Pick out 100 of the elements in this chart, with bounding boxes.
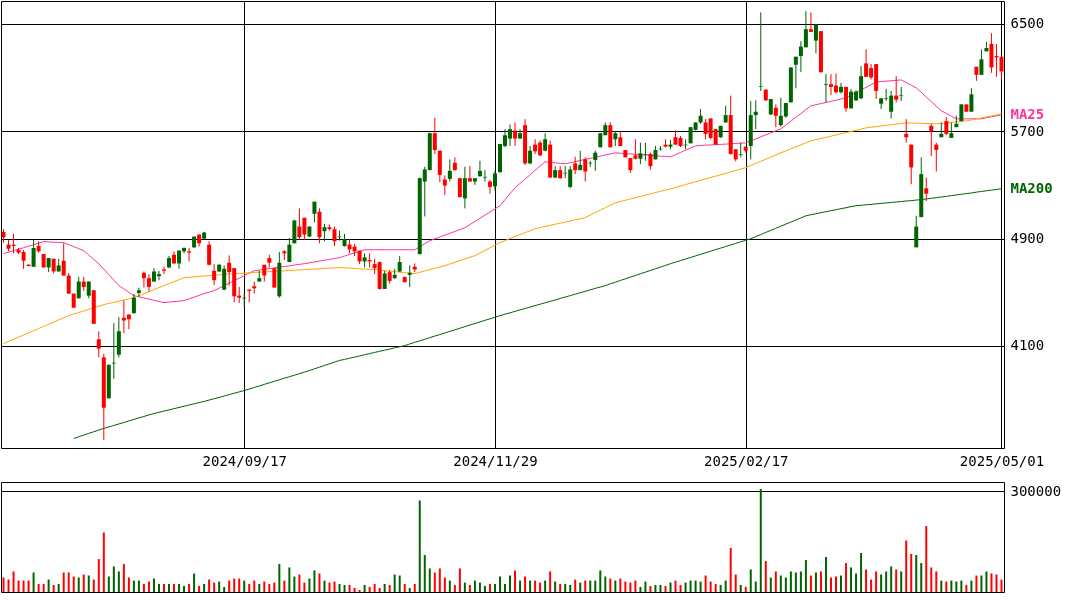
bar — [1000, 579, 1003, 592]
bar — [764, 561, 767, 592]
bar — [82, 574, 85, 592]
bar — [789, 571, 792, 592]
bar — [554, 581, 557, 592]
candlestick — [929, 123, 934, 157]
bar — [684, 582, 687, 592]
bar — [619, 578, 622, 592]
bar — [804, 560, 807, 592]
bar — [468, 584, 471, 592]
bar — [629, 582, 632, 592]
bar — [975, 575, 978, 592]
bar — [127, 577, 130, 592]
bar — [273, 582, 276, 592]
bar — [739, 584, 742, 592]
bar — [488, 583, 491, 592]
bar — [824, 557, 827, 592]
bar — [754, 581, 757, 592]
candlestick — [212, 263, 217, 286]
bar — [779, 575, 782, 592]
bar — [348, 584, 351, 592]
bar — [574, 579, 577, 592]
bar — [253, 580, 256, 592]
bar — [784, 577, 787, 592]
series-label: MA25 — [1010, 105, 1045, 122]
bar — [433, 572, 436, 592]
candlestick — [136, 287, 141, 298]
bar — [92, 579, 95, 592]
bar — [323, 580, 326, 592]
bar — [27, 580, 30, 592]
candlestick — [844, 86, 849, 113]
bar — [183, 585, 186, 592]
candlestick — [66, 272, 71, 295]
candlestick — [61, 242, 66, 277]
bar — [328, 582, 331, 592]
candlestick — [487, 179, 492, 195]
bar — [57, 583, 60, 592]
bar — [52, 584, 55, 592]
candlestick — [467, 165, 472, 183]
candlestick — [21, 249, 26, 270]
bar — [97, 559, 100, 592]
x-tick-label: 2024/11/29 — [453, 452, 538, 469]
bar — [413, 583, 416, 592]
bar — [895, 569, 898, 592]
candlestick — [177, 249, 182, 270]
bar — [213, 582, 216, 592]
candlestick — [492, 170, 497, 192]
bar — [865, 569, 868, 592]
bar — [198, 585, 201, 592]
candlestick — [447, 158, 452, 183]
bar — [749, 569, 752, 592]
bar — [438, 568, 441, 592]
candlestick — [914, 215, 919, 248]
bar — [463, 582, 466, 592]
bar — [137, 580, 140, 592]
bar — [960, 580, 963, 592]
bar — [268, 583, 271, 592]
bar — [589, 580, 592, 592]
bar — [539, 582, 542, 592]
bar — [569, 584, 572, 592]
candlestick — [31, 239, 36, 268]
bar — [493, 583, 496, 592]
y-tick-label: 4900 — [1010, 230, 1045, 247]
bar — [353, 587, 356, 592]
bar — [147, 581, 150, 592]
bar — [318, 573, 321, 592]
bar — [443, 577, 446, 592]
bar — [408, 587, 411, 592]
bar — [549, 571, 552, 592]
candlestick — [813, 23, 818, 54]
bar — [724, 580, 727, 592]
bar — [363, 584, 366, 592]
bar — [117, 571, 120, 592]
bar — [519, 580, 522, 592]
bar — [799, 571, 802, 592]
bar — [774, 571, 777, 592]
candlestick — [944, 116, 949, 136]
bar — [654, 584, 657, 592]
candlestick — [182, 246, 187, 254]
bar — [649, 585, 652, 592]
bar — [719, 584, 722, 592]
candlestick — [904, 118, 909, 144]
bar — [458, 568, 461, 592]
candlestick — [146, 273, 151, 293]
bar — [87, 575, 90, 592]
bar — [930, 567, 933, 592]
y-tick-label: 4100 — [1010, 337, 1045, 354]
bar — [72, 576, 75, 592]
candlestick — [207, 240, 212, 266]
candlestick — [297, 207, 302, 240]
bar — [303, 582, 306, 592]
bar — [258, 583, 261, 592]
candlestick — [758, 11, 763, 92]
bar — [579, 582, 582, 592]
bar — [22, 580, 25, 592]
candlestick — [513, 121, 518, 147]
candlestick — [442, 175, 447, 196]
bar — [162, 583, 165, 592]
bar — [313, 570, 316, 592]
candlestick — [808, 11, 813, 33]
